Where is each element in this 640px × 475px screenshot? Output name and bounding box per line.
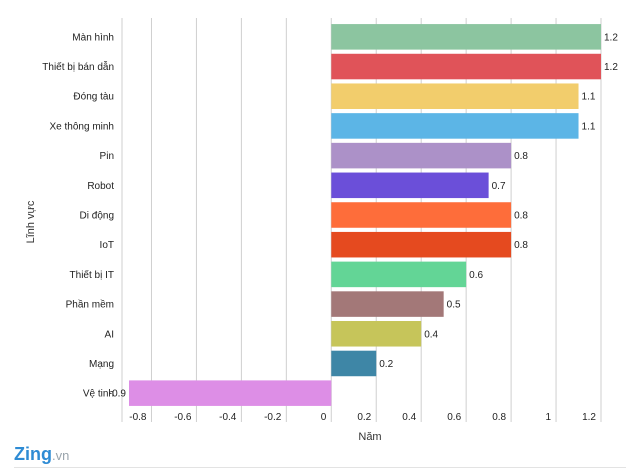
x-tick-label: 0.4 [402,412,416,423]
bar [331,83,579,109]
category-label: AI [105,329,114,340]
value-label: 0.7 [492,181,506,192]
x-tick-label: 0.6 [447,412,461,423]
category-label: Vệ tinh [83,389,114,400]
bar [331,113,579,139]
y-axis-title: Lĩnh vực [25,200,37,243]
bar [331,291,444,317]
value-label: 0.6 [469,270,483,281]
category-label: Màn hình [72,32,114,43]
value-label: 0.4 [424,329,438,340]
bar [129,380,332,406]
category-label: Phần mềm [66,299,114,311]
value-label: 0.8 [514,240,528,251]
x-tick-label: -0.6 [174,412,192,423]
category-label: Robot [87,181,114,192]
value-label: -0.9 [109,389,127,400]
category-label: Thiết bị IT [70,269,114,281]
category-label: IoT [100,240,114,251]
x-tick-label: 1 [545,412,551,423]
value-label: 0.8 [514,211,528,222]
bar [331,261,467,288]
category-label: Đóng tàu [73,92,114,103]
category-label: Di động [80,211,114,222]
x-tick-labels: -0.8 -0.6 -0.4 -0.2 0 0.2 0.4 0.6 0.8 1 1.2 [129,412,596,423]
value-label: 1.2 [604,32,618,43]
x-tick-label: -0.4 [219,412,237,423]
footer-divider [14,467,626,468]
x-tick-label: 0 [321,412,327,423]
value-label: 1.1 [582,121,596,132]
category-label: Thiết bị bán dẫn [42,60,114,73]
bar [331,350,377,377]
zing-logo: Zing.vn [14,444,70,464]
bar [331,231,512,258]
x-tick-label: 1.2 [582,412,596,423]
x-axis-title: Năm [358,431,381,443]
bar [331,172,489,199]
bar [331,142,512,169]
x-tick-label: -0.8 [129,412,147,423]
bars [129,24,601,406]
category-labels: Màn hình Thiết bị bán dẫn Đóng tàu Xe thông… [42,32,114,399]
value-label: 1.2 [604,62,618,73]
bar [331,202,512,228]
bar [331,24,601,50]
value-label: 1.1 [582,92,596,103]
value-label: 0.5 [447,300,461,311]
value-label: 0.8 [514,151,528,162]
x-tick-label: 0.2 [357,412,371,423]
bar [331,321,422,347]
value-label: 0.2 [379,359,393,370]
value-labels: 1.2 1.2 1.1 1.1 0.8 0.7 0.8 0.8 0.6 0.5 0.4 0.2 -0.9 [109,32,619,399]
category-label: Mạng [89,359,114,370]
category-label: Xe thông minh [50,121,115,132]
x-tick-label: -0.2 [264,412,282,423]
x-tick-label: 0.8 [492,412,506,423]
bar [331,53,601,80]
category-label: Pin [100,151,114,162]
